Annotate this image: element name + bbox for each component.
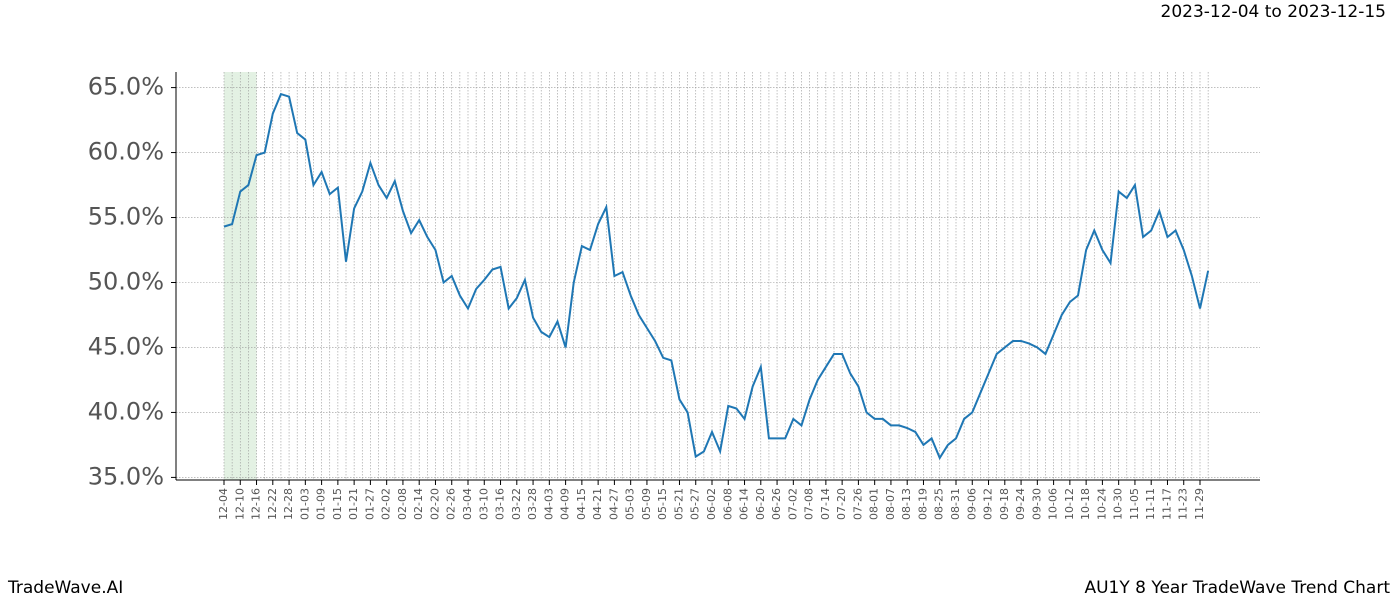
y-tick-label: 40.0% xyxy=(88,397,164,425)
x-tick-label: 07-08 xyxy=(803,488,816,520)
x-tick-label: 01-27 xyxy=(363,488,376,520)
x-tick-label: 02-14 xyxy=(412,488,425,520)
x-tick-label: 01-03 xyxy=(298,488,311,520)
x-tick-label: 08-13 xyxy=(900,488,913,520)
footer-left: TradeWave.AI xyxy=(7,578,123,598)
x-tick-label: 11-23 xyxy=(1177,488,1190,520)
x-tick-label: 06-02 xyxy=(705,488,718,520)
y-tick-label: 35.0% xyxy=(88,462,164,490)
y-tick-label: 65.0% xyxy=(88,73,164,101)
x-tick-label: 06-26 xyxy=(770,488,783,520)
x-tick-label: 10-18 xyxy=(1079,488,1092,520)
x-tick-label: 11-11 xyxy=(1144,488,1157,520)
x-tick-label: 09-24 xyxy=(1014,488,1027,520)
x-tick-label: 09-12 xyxy=(982,488,995,520)
x-tick-label: 10-06 xyxy=(1047,488,1060,520)
x-tick-label: 04-03 xyxy=(542,488,555,520)
x-tick-label: 05-03 xyxy=(624,488,637,520)
x-tick-label: 10-12 xyxy=(1063,488,1076,520)
x-tick-label: 04-09 xyxy=(559,488,572,520)
x-tick-label: 05-09 xyxy=(640,488,653,520)
x-tick-label: 06-14 xyxy=(738,488,751,520)
x-tick-label: 11-17 xyxy=(1160,488,1173,520)
x-tick-label: 07-14 xyxy=(819,488,832,520)
y-tick-label: 55.0% xyxy=(88,203,164,231)
x-tick-label: 08-31 xyxy=(949,488,962,520)
x-tick-label: 02-02 xyxy=(380,488,393,520)
x-tick-label: 05-21 xyxy=(672,488,685,520)
x-tick-label: 12-04 xyxy=(217,488,230,520)
y-tick-label: 45.0% xyxy=(88,332,164,360)
x-tick-label: 08-01 xyxy=(868,488,881,520)
x-tick-label: 06-20 xyxy=(754,488,767,520)
x-tick-label: 01-15 xyxy=(331,488,344,520)
x-tick-label: 09-18 xyxy=(998,488,1011,520)
x-tick-label: 02-20 xyxy=(428,488,441,520)
x-tick-label: 12-10 xyxy=(233,488,246,520)
x-tick-label: 03-04 xyxy=(461,488,474,520)
line xyxy=(223,92,1210,461)
x-tick-label: 05-15 xyxy=(656,488,669,520)
x-tick-label: 04-27 xyxy=(607,488,620,520)
footer-right: AU1Y 8 Year TradeWave Trend Chart xyxy=(1084,578,1390,598)
x-tick-label: 03-10 xyxy=(477,488,490,520)
x-tick-label: 08-07 xyxy=(884,488,897,520)
x-tick-label: 02-26 xyxy=(445,488,458,520)
x-tick-label: 01-21 xyxy=(347,488,360,520)
x-tick-label: 10-24 xyxy=(1095,488,1108,520)
x-tick-label: 08-19 xyxy=(916,488,929,520)
x-tick-label: 11-05 xyxy=(1128,488,1141,520)
x-tick-label: 01-09 xyxy=(315,488,328,520)
x-tick-label: 07-26 xyxy=(851,488,864,520)
x-tick-label: 03-22 xyxy=(510,488,523,520)
subtitle: 2023-12-04 to 2023-12-15 xyxy=(1161,2,1386,22)
x-tick-label: 10-30 xyxy=(1112,488,1125,520)
x-tick-label: 09-06 xyxy=(965,488,978,520)
x-tick-label: 07-02 xyxy=(786,488,799,520)
x-tick-label: 12-22 xyxy=(266,488,279,520)
x-tick-label: 11-29 xyxy=(1193,488,1206,520)
x-tick-label: 04-15 xyxy=(575,488,588,520)
x-tick-label: 12-16 xyxy=(250,488,263,520)
x-tick-label: 12-28 xyxy=(282,488,295,520)
y-tick-label: 50.0% xyxy=(88,267,164,295)
x-tick-label: 08-25 xyxy=(933,488,946,520)
x-tick-label: 03-16 xyxy=(494,488,507,520)
x-tick-label: 02-08 xyxy=(396,488,409,520)
x-tick-label: 03-28 xyxy=(526,488,539,520)
x-tick-label: 07-20 xyxy=(835,488,848,520)
x-tick-label: 09-30 xyxy=(1030,488,1043,520)
y-tick-label: 60.0% xyxy=(88,138,164,166)
x-tick-label: 05-27 xyxy=(689,488,702,520)
x-tick-label: 04-21 xyxy=(591,488,604,520)
x-tick-label: 06-08 xyxy=(721,488,734,520)
